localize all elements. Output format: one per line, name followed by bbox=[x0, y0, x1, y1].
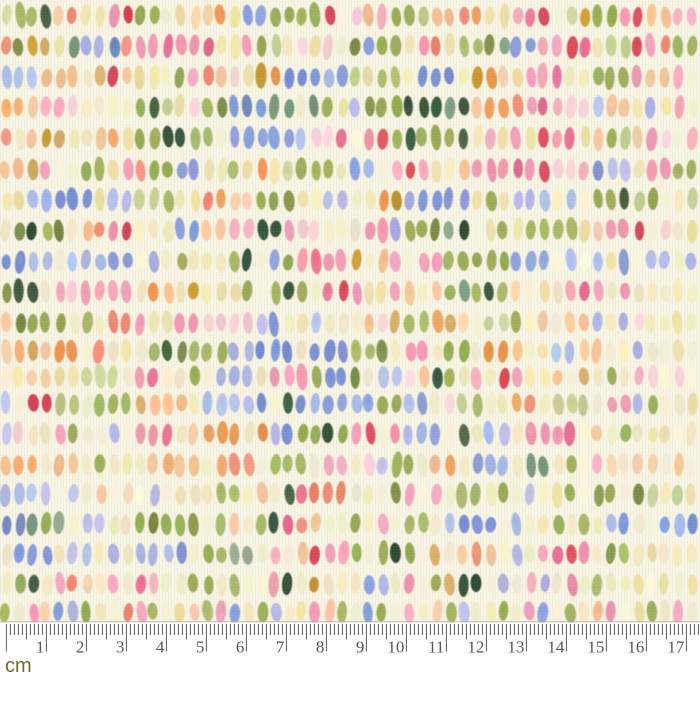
svg-text:cm: cm bbox=[5, 655, 32, 677]
svg-text:10: 10 bbox=[387, 638, 404, 657]
svg-text:1: 1 bbox=[36, 638, 45, 657]
svg-text:3: 3 bbox=[116, 638, 125, 657]
svg-text:15: 15 bbox=[587, 638, 604, 657]
svg-text:2: 2 bbox=[76, 638, 85, 657]
svg-text:14: 14 bbox=[547, 638, 565, 657]
svg-text:4: 4 bbox=[156, 638, 165, 657]
svg-text:16: 16 bbox=[627, 638, 644, 657]
svg-text:7: 7 bbox=[276, 638, 285, 657]
svg-text:17: 17 bbox=[667, 638, 685, 657]
svg-text:12: 12 bbox=[467, 638, 484, 657]
svg-text:13: 13 bbox=[507, 638, 524, 657]
svg-text:5: 5 bbox=[196, 638, 205, 657]
svg-text:6: 6 bbox=[236, 638, 245, 657]
svg-text:8: 8 bbox=[316, 638, 325, 657]
svg-text:11: 11 bbox=[428, 638, 444, 657]
svg-text:9: 9 bbox=[356, 638, 365, 657]
